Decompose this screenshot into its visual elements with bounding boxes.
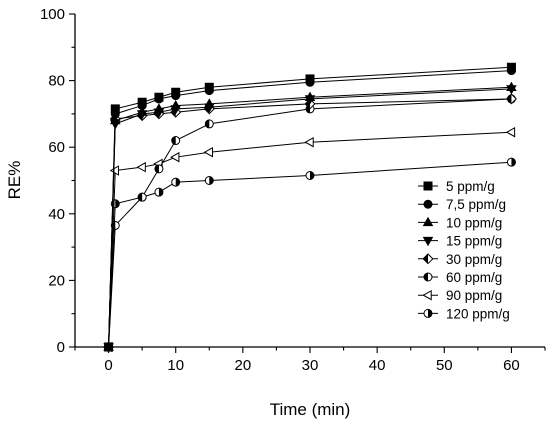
x-tick-label: 20: [235, 357, 252, 374]
data-point: [506, 62, 516, 72]
x-tick-label: 40: [369, 357, 386, 374]
legend: 5 ppm/g 7,5 ppm/g 10 ppm/g 15 ppm/g 30 ppm/g…: [418, 179, 510, 321]
data-point: [505, 93, 517, 105]
series-1: [104, 62, 516, 352]
y-tick-label: 0: [57, 339, 65, 356]
data-point: [136, 161, 146, 173]
legend-marker: [423, 308, 433, 318]
y-tick-label: 20: [48, 272, 65, 289]
legend-item: 7,5 ppm/g: [418, 197, 506, 212]
series-line: [108, 161, 512, 348]
data-point: [104, 342, 114, 352]
legend-item: 90 ppm/g: [418, 288, 502, 303]
data-point: [171, 87, 181, 97]
legend-item: 15 ppm/g: [418, 234, 502, 249]
y-tick-label: 80: [48, 73, 65, 90]
data-point: [110, 104, 120, 114]
data-point: [305, 171, 315, 181]
series-line: [108, 88, 512, 348]
x-ticks: 0 10 20 30 40 50 60: [74, 347, 546, 374]
data-point: [137, 192, 147, 202]
legend-item: 120 ppm/g: [418, 306, 510, 321]
x-tick-label: 0: [104, 357, 112, 374]
legend-item: 5 ppm/g: [418, 179, 495, 194]
legend-item: 10 ppm/g: [418, 215, 502, 230]
y-tick-label: 100: [40, 6, 65, 23]
legend-item: 30 ppm/g: [418, 252, 502, 267]
data-point: [505, 126, 516, 138]
y-tick-label: 40: [48, 206, 65, 223]
data-point: [137, 97, 147, 107]
data-point: [171, 177, 181, 187]
data-point: [154, 187, 164, 197]
legend-item: 60 ppm/g: [418, 270, 502, 285]
data-point: [506, 157, 516, 167]
legend-label: 10 ppm/g: [446, 215, 502, 230]
data-point: [204, 98, 215, 108]
data-point: [203, 146, 213, 158]
data-point: [171, 136, 181, 146]
y-tick-label: 60: [48, 139, 65, 156]
series-group: [102, 62, 517, 353]
legend-marker: [422, 289, 432, 301]
data-point: [110, 220, 120, 230]
data-point: [304, 136, 314, 148]
legend-marker: [422, 253, 434, 265]
data-point: [109, 165, 119, 176]
series-line: [108, 98, 512, 348]
y-axis-title: RE%: [5, 161, 24, 200]
data-point: [204, 119, 214, 129]
data-point: [170, 151, 180, 163]
legend-marker: [423, 272, 433, 282]
x-tick-label: 60: [503, 357, 520, 374]
series-line: [108, 131, 512, 348]
legend-label: 90 ppm/g: [446, 288, 502, 303]
legend-label: 120 ppm/g: [446, 306, 510, 321]
data-point: [136, 106, 148, 116]
legend-marker: [423, 181, 433, 191]
data-point: [204, 82, 214, 92]
legend-label: 60 ppm/g: [446, 270, 502, 285]
data-point: [170, 99, 181, 110]
legend-label: 7,5 ppm/g: [446, 197, 506, 212]
legend-label: 5 ppm/g: [446, 179, 495, 194]
legend-label: 30 ppm/g: [446, 252, 502, 267]
x-tick-label: 10: [167, 357, 184, 374]
legend-marker: [422, 236, 434, 247]
series-line: [108, 86, 512, 348]
legend-label: 15 ppm/g: [446, 234, 502, 249]
data-point: [154, 164, 164, 174]
legend-marker: [422, 216, 434, 227]
y-ticks: 0 20 40 60 80 100: [40, 6, 75, 356]
data-point: [154, 92, 164, 102]
data-point: [304, 91, 316, 101]
x-axis-title: Time (min): [270, 400, 351, 419]
data-point: [204, 176, 214, 185]
data-point: [305, 74, 315, 84]
data-point: [153, 103, 165, 113]
x-tick-label: 30: [302, 357, 319, 374]
data-point: [506, 81, 517, 91]
x-tick-label: 50: [436, 357, 453, 374]
legend-marker: [423, 199, 433, 209]
